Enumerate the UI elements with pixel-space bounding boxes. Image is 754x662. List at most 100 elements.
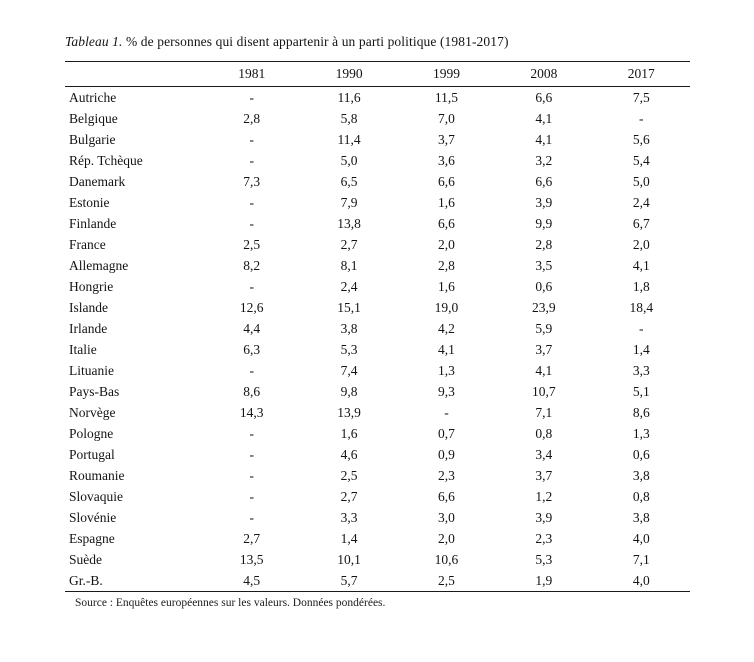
value-cell: 4,1 [535, 131, 553, 147]
page-content: Tableau 1. % de personnes qui disent app… [65, 34, 690, 609]
value-cell: - [249, 131, 254, 147]
table-caption-text: % de personnes qui disent appartenir à u… [122, 34, 509, 49]
value-cell: 4,1 [632, 257, 650, 273]
value-cell: 2,0 [632, 236, 650, 252]
country-cell: Bulgarie [69, 131, 116, 147]
value-cell: - [444, 404, 449, 420]
country-cell: Slovénie [69, 509, 117, 525]
value-cell: 5,3 [340, 341, 358, 357]
source-note: Source : Enquêtes européennes sur les va… [75, 597, 386, 609]
value-cell: 4,1 [438, 341, 455, 357]
table-row: Irlande 4,4 3,8 4,2 5,9 - [65, 318, 690, 339]
value-cell: 1,3 [438, 362, 455, 378]
value-cell: 7,9 [340, 194, 358, 210]
country-cell: Lituanie [69, 362, 114, 378]
value-cell: 9,3 [438, 383, 455, 399]
country-cell: Suède [69, 551, 102, 567]
table-row: Hongrie - 2,4 1,6 0,6 1,8 [65, 276, 690, 297]
value-cell: 2,5 [243, 236, 261, 252]
value-cell: 3,3 [340, 509, 358, 525]
value-cell: 3,9 [535, 194, 553, 210]
value-cell: 6,6 [438, 488, 455, 504]
value-cell: 9,9 [535, 215, 553, 231]
value-cell: 11,6 [337, 89, 361, 105]
value-cell: 10,6 [434, 551, 459, 567]
country-cell: Rép. Tchèque [69, 152, 143, 168]
year-header: 1990 [335, 66, 363, 81]
value-cell: 2,4 [340, 278, 358, 294]
value-cell: 2,5 [438, 572, 455, 588]
value-cell: 6,6 [438, 215, 455, 231]
value-cell: 7,5 [632, 89, 650, 105]
value-cell: 0,8 [535, 425, 553, 441]
value-cell: 4,0 [632, 572, 650, 588]
country-cell: Finlande [69, 215, 117, 231]
value-cell: 1,9 [535, 572, 553, 588]
value-cell: 3,8 [632, 467, 650, 483]
table-row: Allemagne 8,2 8,1 2,8 3,5 4,1 [65, 255, 690, 276]
country-cell: Belgique [69, 110, 118, 126]
value-cell: 5,0 [632, 173, 650, 189]
value-cell: 3,5 [535, 257, 553, 273]
country-cell: Islande [69, 299, 108, 315]
value-cell: 3,6 [438, 152, 455, 168]
table-caption: Tableau 1. % de personnes qui disent app… [65, 34, 690, 50]
value-cell: 0,9 [438, 446, 455, 462]
value-cell: 10,7 [532, 383, 556, 399]
table-row: Suède 13,5 10,1 10,6 5,3 7,1 [65, 549, 690, 570]
value-cell: 8,6 [632, 404, 650, 420]
value-cell: 2,3 [535, 530, 553, 546]
value-cell: 7,1 [535, 404, 553, 420]
value-cell: - [249, 215, 254, 231]
value-cell: 23,9 [532, 299, 556, 315]
table-row: Estonie - 7,9 1,6 3,9 2,4 [65, 192, 690, 213]
value-cell: 5,7 [340, 572, 358, 588]
value-cell: 8,6 [243, 383, 261, 399]
value-cell: 13,5 [239, 551, 264, 567]
value-cell: 4,1 [535, 362, 553, 378]
value-cell: 5,3 [535, 551, 553, 567]
value-cell: 1,6 [438, 194, 455, 210]
table-row: France 2,5 2,7 2,0 2,8 2,0 [65, 234, 690, 255]
value-cell: 7,4 [340, 362, 358, 378]
value-cell: 4,6 [340, 446, 358, 462]
value-cell: 4,0 [632, 530, 650, 546]
table-row: Roumanie - 2,5 2,3 3,7 3,8 [65, 465, 690, 486]
value-cell: 19,0 [434, 299, 459, 315]
value-cell: 3,8 [340, 320, 358, 336]
value-cell: 8,2 [243, 257, 261, 273]
value-cell: 3,7 [438, 131, 455, 147]
country-cell: Gr.-B. [69, 572, 103, 588]
value-cell: 11,5 [434, 89, 459, 105]
value-cell: 4,2 [438, 320, 455, 336]
table-row: Danemark 7,3 6,5 6,6 6,6 5,0 [65, 171, 690, 192]
value-cell: 2,7 [340, 236, 358, 252]
table-row: Finlande - 13,8 6,6 9,9 6,7 [65, 213, 690, 234]
value-cell: 6,7 [632, 215, 650, 231]
value-cell: 1,4 [340, 530, 358, 546]
country-cell: Portugal [69, 446, 115, 462]
value-cell: 2,8 [438, 257, 455, 273]
table-row: Slovaquie - 2,7 6,6 1,2 0,8 [65, 486, 690, 507]
value-cell: 5,0 [340, 152, 358, 168]
value-cell: 14,3 [239, 404, 264, 420]
table-row: Pologne - 1,6 0,7 0,8 1,3 [65, 423, 690, 444]
value-cell: 2,3 [438, 467, 455, 483]
value-cell: 10,1 [337, 551, 361, 567]
table-row: Belgique 2,8 5,8 7,0 4,1 - [65, 108, 690, 129]
value-cell: 1,6 [438, 278, 455, 294]
table-row: Bulgarie - 11,4 3,7 4,1 5,6 [65, 129, 690, 150]
country-cell: Allemagne [69, 257, 129, 273]
value-cell: 6,6 [535, 173, 553, 189]
value-cell: 5,4 [632, 152, 650, 168]
value-cell: 0,6 [632, 446, 650, 462]
value-cell: - [249, 425, 254, 441]
value-cell: 7,1 [632, 551, 650, 567]
country-cell: Slovaquie [69, 488, 123, 504]
year-header: 2008 [530, 66, 558, 81]
value-cell: 2,8 [535, 236, 553, 252]
value-cell: 0,7 [438, 425, 455, 441]
value-cell: 1,4 [632, 341, 650, 357]
table-row: Norvège 14,3 13,9 - 7,1 8,6 [65, 402, 690, 423]
corner-cell [65, 62, 203, 87]
